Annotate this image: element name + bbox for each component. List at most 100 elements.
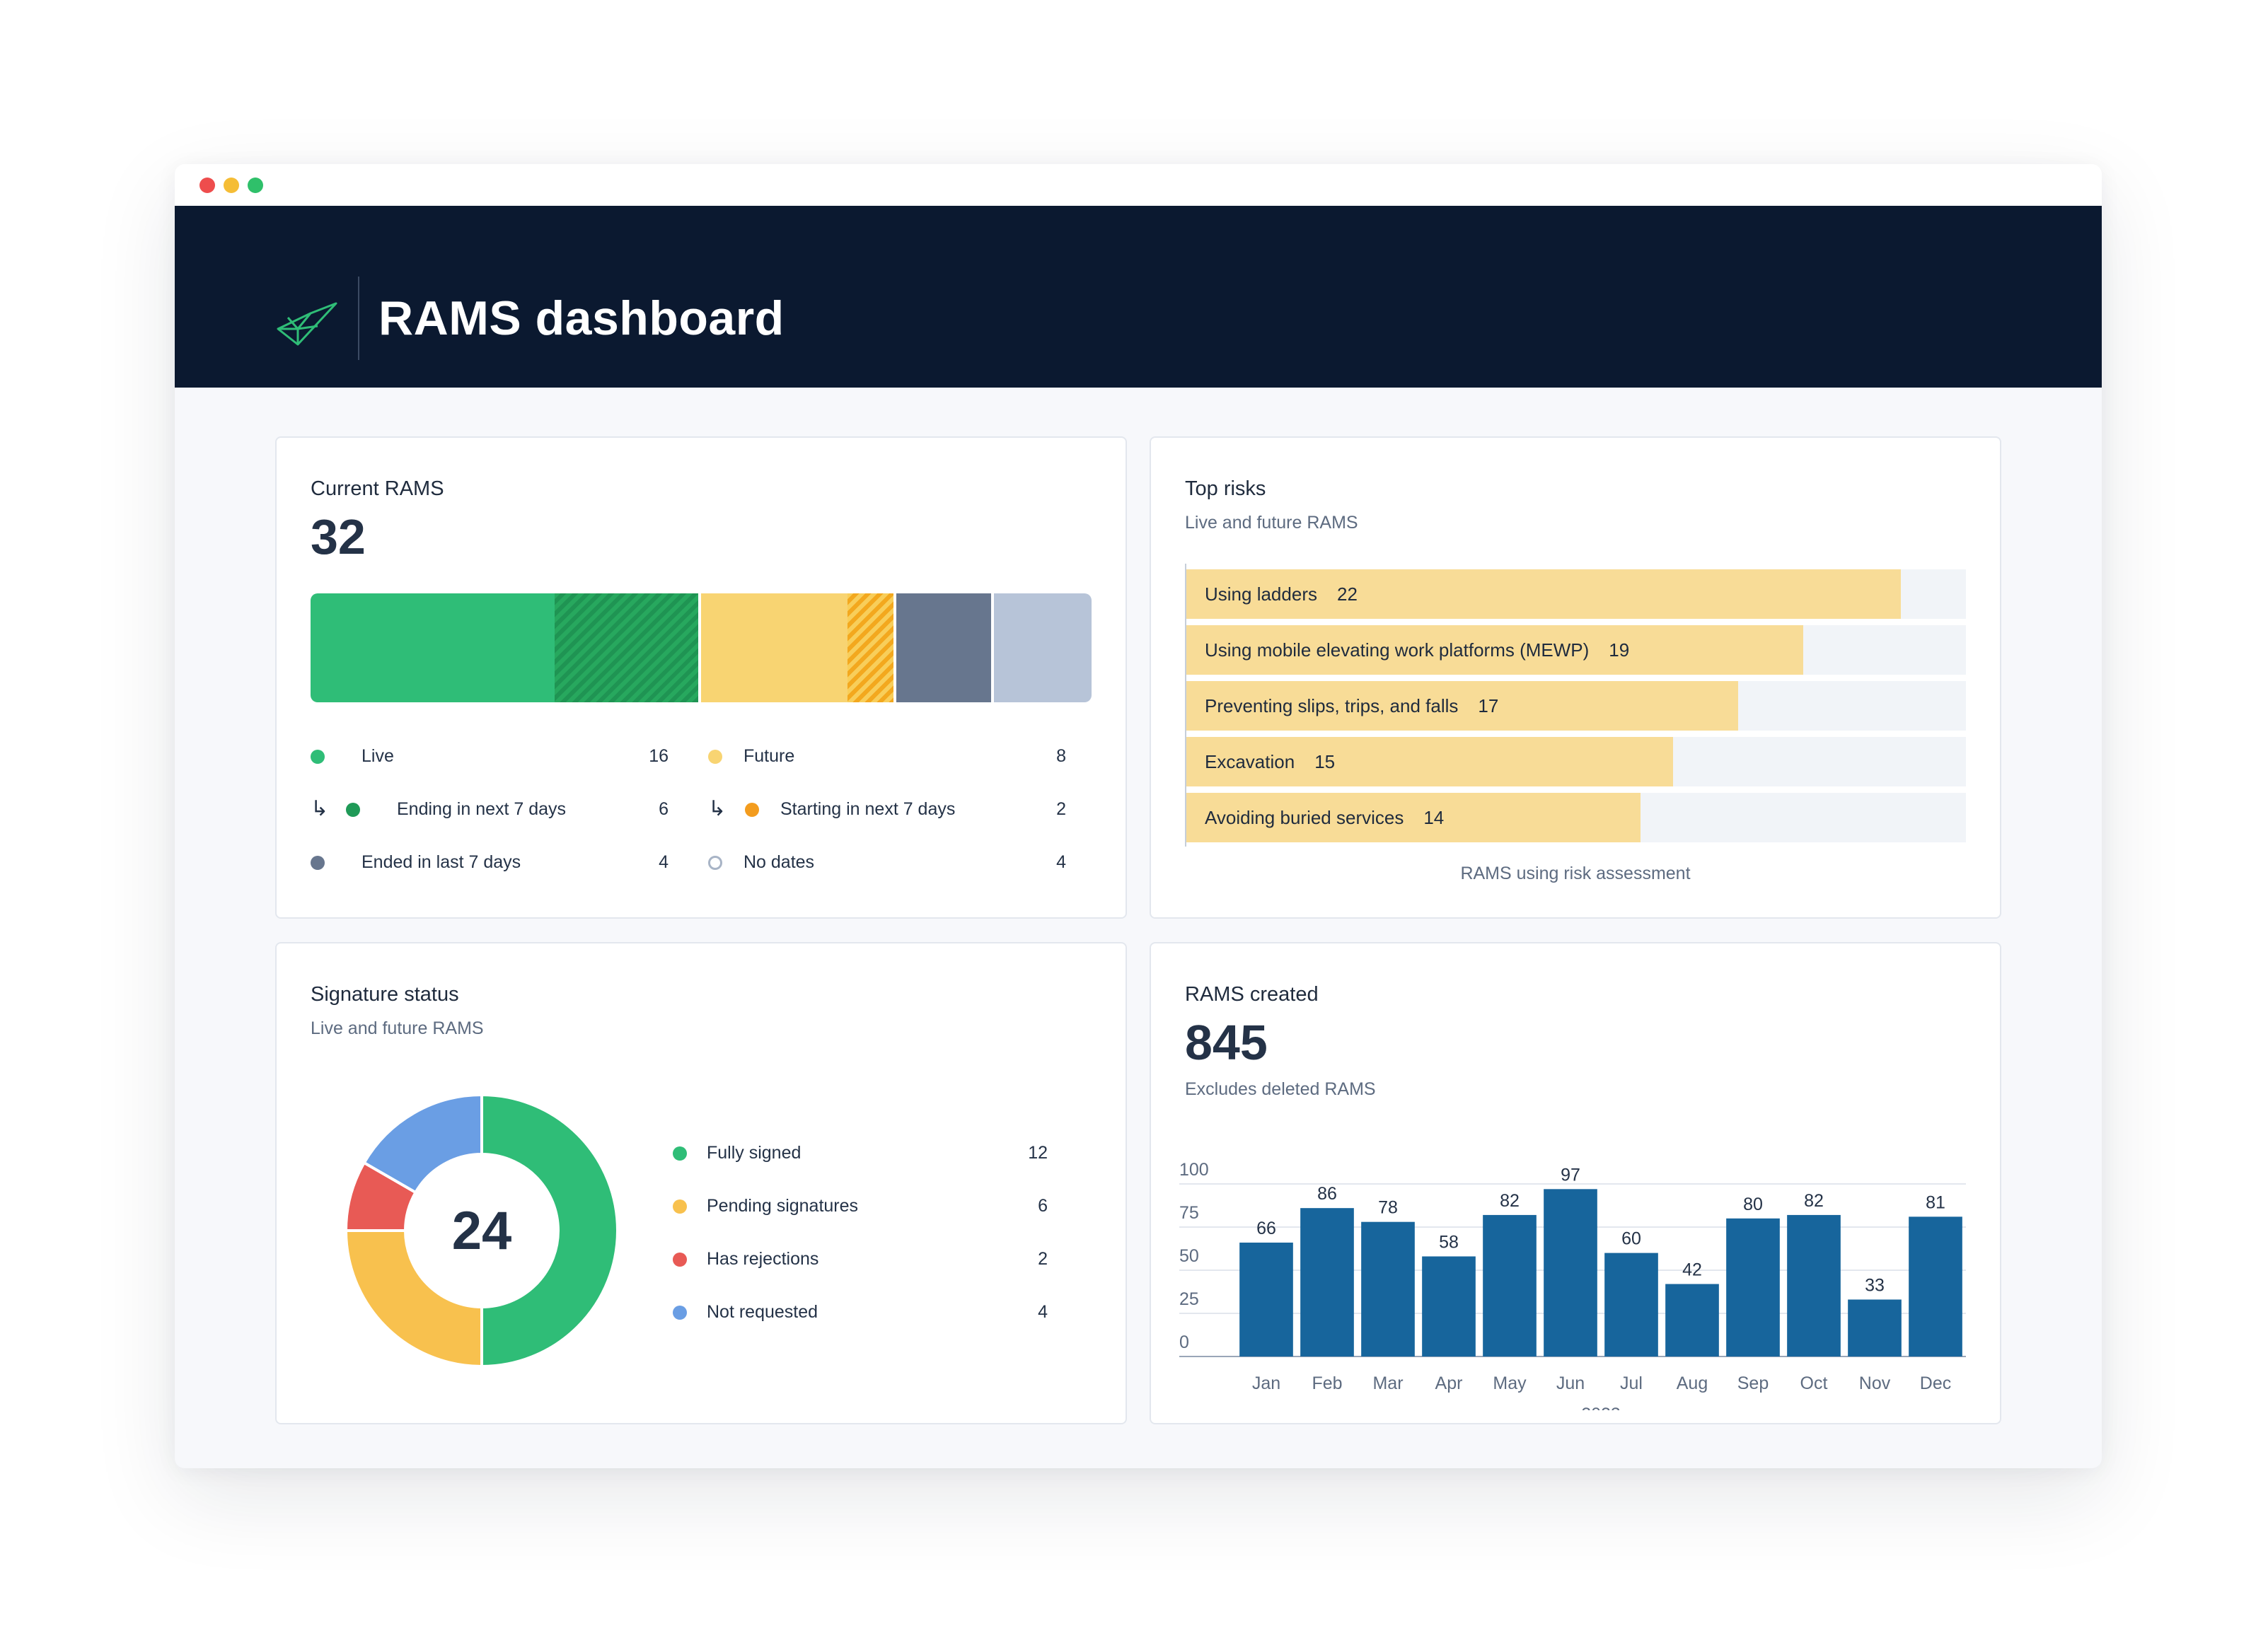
bar-value-label: 66 [1256, 1219, 1276, 1238]
risk-label: Using mobile elevating work platforms (M… [1205, 639, 1629, 661]
bar-value-label: 80 [1743, 1195, 1763, 1214]
bar-jan[interactable] [1239, 1242, 1293, 1356]
bar-mar[interactable] [1361, 1221, 1415, 1356]
legend-label: Fully signed [707, 1143, 802, 1163]
risk-axis-line [1185, 564, 1186, 847]
risk-count: 14 [1423, 807, 1445, 828]
bar-value-label: 60 [1621, 1229, 1641, 1249]
bar-jul[interactable] [1604, 1253, 1658, 1356]
signature-donut-chart[interactable]: 24 [345, 1093, 619, 1368]
legend-label: No dates [744, 852, 815, 872]
bar-may[interactable] [1483, 1214, 1537, 1356]
risk-bar [1185, 737, 1673, 786]
x-tick-label: Oct [1800, 1373, 1828, 1393]
minimize-window-button[interactable] [224, 178, 239, 193]
bar-value-label: 82 [1804, 1191, 1824, 1211]
card-title: Signature status [311, 983, 459, 1006]
risk-count: 19 [1609, 639, 1630, 661]
header-divider [358, 277, 359, 360]
risk-name: Avoiding buried services [1205, 807, 1404, 828]
bar-sep[interactable] [1726, 1218, 1780, 1356]
bar-value-label: 78 [1378, 1198, 1398, 1218]
risk-label: Avoiding buried services 14 [1205, 807, 1444, 829]
legend-label: Ended in last 7 days [361, 852, 521, 872]
app-header: RAMS dashboard [175, 206, 2102, 388]
card-subtitle: Live and future RAMS [1185, 513, 1358, 533]
risk-label: Excavation 15 [1205, 751, 1335, 773]
bar-jun[interactable] [1544, 1189, 1597, 1356]
x-tick-label: Mar [1372, 1373, 1403, 1393]
risk-row[interactable]: Using mobile elevating work platforms (M… [1185, 625, 1966, 675]
x-tick-label: Dec [1920, 1373, 1951, 1393]
risk-name: Using mobile elevating work platforms (M… [1205, 639, 1590, 661]
bar-dec[interactable] [1909, 1216, 1962, 1356]
stacked-segment-future[interactable] [701, 593, 847, 702]
risk-name: Preventing slips, trips, and falls [1205, 695, 1459, 716]
legend-value-live: 16 [649, 746, 669, 766]
y-tick-label: 0 [1179, 1332, 1189, 1352]
card-subtitle: Excludes deleted RAMS [1185, 1079, 1376, 1099]
stacked-segment-ended-in-last-7-days[interactable] [896, 593, 991, 702]
current-rams-stacked-bar[interactable] [311, 593, 1092, 702]
risk-row[interactable]: Avoiding buried services 14 [1185, 793, 1966, 842]
legend-dot-icon [673, 1146, 687, 1161]
legend-label: Live [361, 746, 394, 766]
x-tick-label: Aug [1677, 1373, 1708, 1393]
ended-dot-icon [311, 856, 325, 870]
bar-value-label: 86 [1317, 1184, 1337, 1204]
donut-slice-not-requested[interactable] [361, 1093, 483, 1195]
legend-value-starting: 2 [1056, 799, 1066, 819]
donut-center-total: 24 [452, 1201, 512, 1261]
risk-bar [1185, 569, 1901, 619]
stacked-segment-live[interactable] [311, 593, 555, 702]
legend-value: 6 [1038, 1196, 1048, 1216]
starting-dot-icon [745, 803, 759, 817]
legend-label: Has rejections [707, 1249, 819, 1269]
y-tick-label: 75 [1179, 1203, 1199, 1223]
bar-aug[interactable] [1665, 1284, 1719, 1356]
rams-created-bar-chart: 0 25 50 75 100 66 Jan 86 Feb 78 Mar 58 Apr 82 May 97 Jun… [1179, 1160, 1966, 1410]
risk-bar [1185, 681, 1738, 731]
x-tick-label: Jan [1252, 1373, 1280, 1393]
signature-status-card: Signature status Live and future RAMS 24… [275, 942, 1127, 1424]
bar-nov[interactable] [1848, 1299, 1902, 1356]
card-title: Current RAMS [311, 477, 444, 500]
legend-label: Pending signatures [707, 1196, 859, 1216]
future-dot-icon [708, 750, 722, 764]
donut-slice-fully-signed[interactable] [480, 1093, 619, 1368]
stacked-segment-ending-in-next-7-days[interactable] [555, 593, 698, 702]
stacked-segment-starting-in-next-7-days[interactable] [847, 593, 893, 702]
no-dates-ring-icon [708, 856, 722, 870]
x-tick-label: Feb [1312, 1373, 1342, 1393]
risk-row[interactable]: Preventing slips, trips, and falls 17 [1185, 681, 1966, 731]
maximize-window-button[interactable] [248, 178, 263, 193]
rams-created-card: RAMS created 845 Excludes deleted RAMS 0… [1150, 942, 2001, 1424]
bar-apr[interactable] [1422, 1256, 1476, 1356]
legend-value-no-dates: 4 [1056, 852, 1066, 872]
ending-dot-icon [346, 803, 360, 817]
browser-window: RAMS dashboard Current RAMS 32 Live 16 ↳… [175, 164, 2102, 1468]
donut-slice-pending-signatures[interactable] [345, 1229, 483, 1368]
stacked-segment-no-dates[interactable] [994, 593, 1092, 702]
legend-dot-icon [673, 1253, 687, 1267]
legend-value-ending: 6 [659, 799, 669, 819]
y-tick-label: 50 [1179, 1246, 1199, 1266]
risk-row[interactable]: Using ladders 22 [1185, 569, 1966, 619]
bird-logo-icon[interactable] [275, 298, 339, 347]
y-tick-label: 25 [1179, 1289, 1199, 1309]
x-tick-label: Sep [1737, 1373, 1769, 1393]
legend-value-future: 8 [1056, 746, 1066, 766]
x-tick-label: Nov [1859, 1373, 1891, 1393]
legend-dot-icon [673, 1306, 687, 1320]
close-window-button[interactable] [199, 178, 215, 193]
legend-value: 12 [1028, 1143, 1048, 1163]
risk-count: 22 [1336, 583, 1358, 605]
risk-row[interactable]: Excavation 15 [1185, 737, 1966, 786]
legend-label: Future [744, 746, 795, 766]
card-title: Top risks [1185, 477, 1266, 500]
risk-label: Preventing slips, trips, and falls 17 [1205, 695, 1498, 717]
bar-oct[interactable] [1787, 1214, 1841, 1356]
card-subtitle: Live and future RAMS [311, 1018, 484, 1038]
risk-bar [1185, 625, 1803, 675]
bar-feb[interactable] [1300, 1208, 1354, 1356]
